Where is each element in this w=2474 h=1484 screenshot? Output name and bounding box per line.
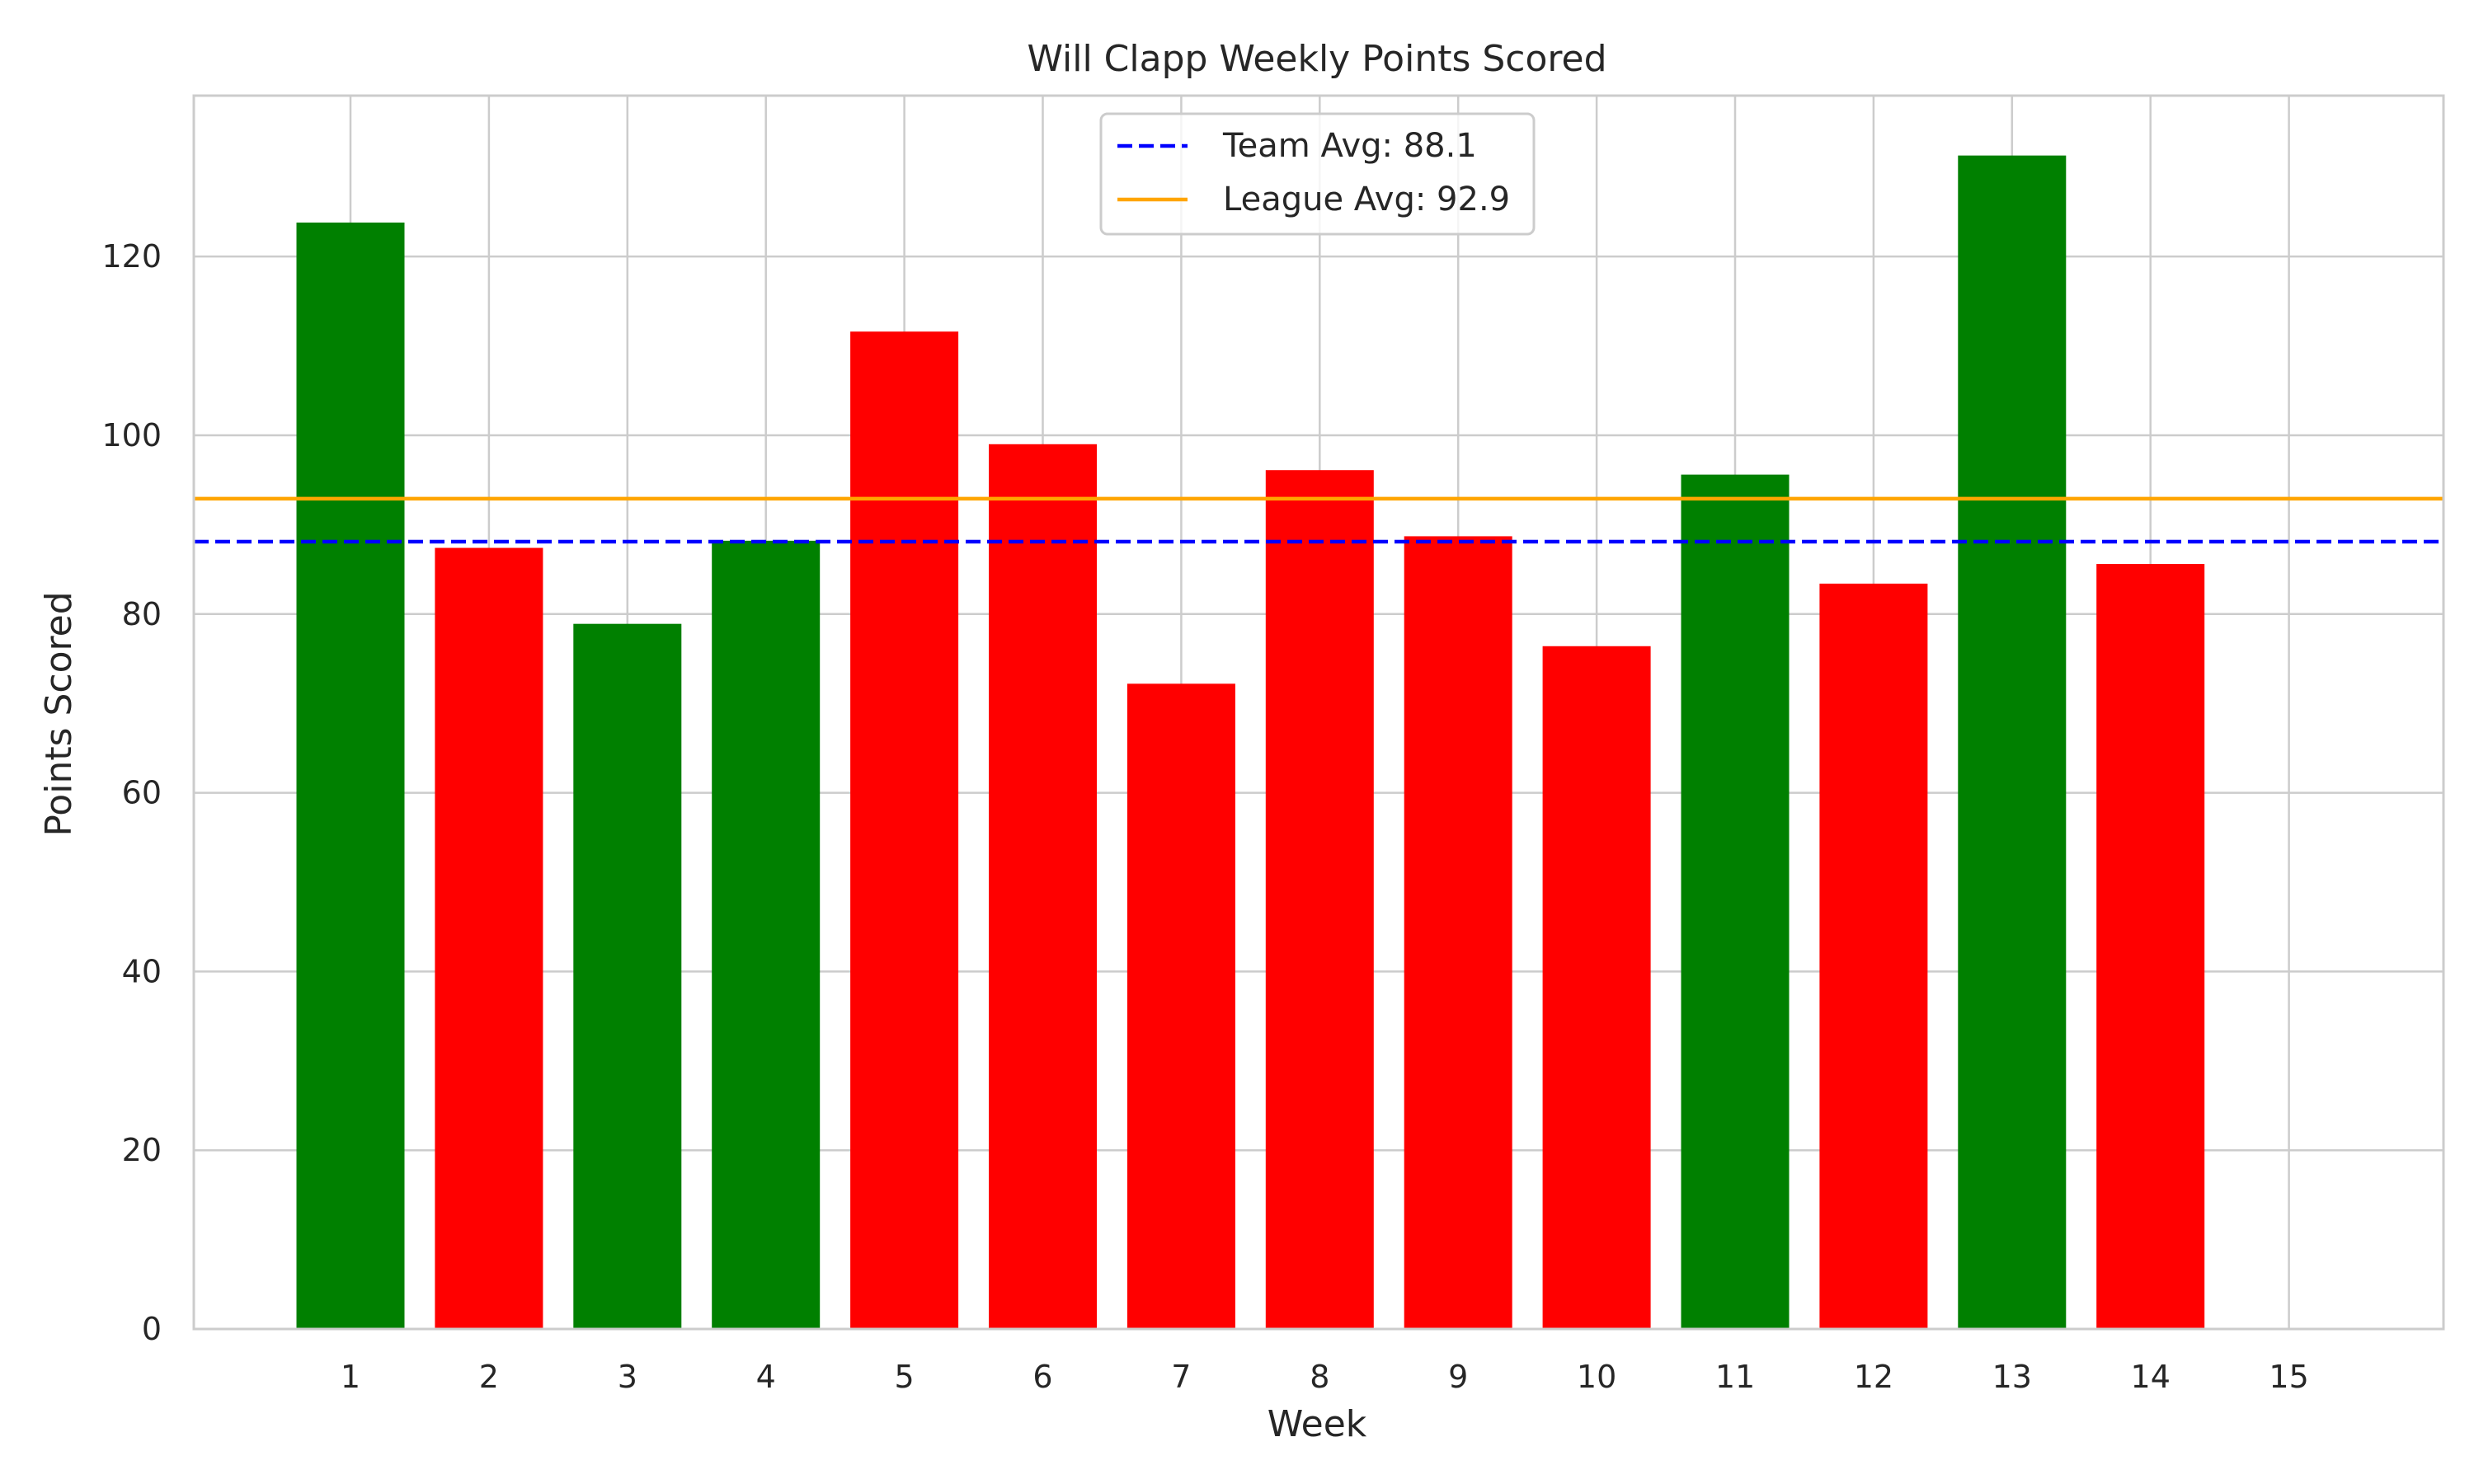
bar-week-7 [1126, 683, 1235, 1329]
y-tick-label: 40 [122, 953, 162, 989]
x-tick-label: 2 [479, 1359, 499, 1395]
x-tick-labels: 1 2 3 4 5 6 7 8 9 10 11 12 13 14 15 [341, 1359, 2309, 1395]
x-tick-label: 11 [1715, 1359, 1755, 1395]
bar-week-8 [1265, 470, 1374, 1330]
x-tick-label: 5 [895, 1359, 915, 1395]
x-tick-label: 8 [1310, 1359, 1329, 1395]
x-tick-label: 6 [1032, 1359, 1052, 1395]
bar-week-3 [573, 623, 682, 1329]
x-tick-label: 12 [1854, 1359, 1893, 1395]
x-tick-label: 3 [618, 1359, 637, 1395]
x-axis-label: Week [1268, 1403, 1367, 1445]
x-tick-label: 7 [1171, 1359, 1191, 1395]
x-tick-label: 14 [2131, 1359, 2171, 1395]
chart-title: Will Clapp Weekly Points Scored [1027, 38, 1606, 80]
y-tick-labels: 0 20 40 60 80 100 120 [101, 238, 162, 1347]
y-tick-label: 60 [122, 775, 162, 811]
x-tick-label: 15 [2269, 1359, 2308, 1395]
reference-lines [194, 496, 2443, 544]
bar-week-14 [2096, 564, 2205, 1329]
y-tick-label: 20 [122, 1132, 162, 1168]
y-tick-label: 120 [101, 238, 162, 275]
legend: Team Avg: 88.1 League Avg: 92.9 [1099, 112, 1536, 236]
x-tick-label: 1 [341, 1359, 360, 1395]
plot-frame [192, 94, 2445, 1331]
x-tick-label: 13 [1992, 1359, 2032, 1395]
x-tick-label: 9 [1448, 1359, 1468, 1395]
bar-week-1 [296, 222, 405, 1329]
bar-week-10 [1542, 646, 1651, 1329]
y-tick-label: 80 [122, 596, 162, 632]
y-tick-label: 100 [101, 417, 162, 453]
y-tick-label: 0 [142, 1311, 162, 1347]
bars [296, 155, 2205, 1330]
bar-week-4 [712, 540, 821, 1329]
bar-week-5 [850, 331, 959, 1330]
bar-week-2 [435, 547, 543, 1329]
bar-week-12 [1819, 583, 1928, 1329]
legend-label-league-avg: League Avg: 92.9 [1223, 181, 1510, 218]
y-axis-label: Points Scored [38, 591, 80, 836]
x-tick-label: 10 [1577, 1359, 1616, 1395]
bar-week-13 [1958, 155, 2067, 1330]
legend-label-team-avg: Team Avg: 88.1 [1222, 127, 1477, 165]
bar-week-11 [1681, 474, 1790, 1329]
x-tick-label: 4 [756, 1359, 776, 1395]
legend-box [1099, 112, 1536, 236]
bar-week-6 [989, 444, 1097, 1329]
bar-week-9 [1404, 536, 1512, 1329]
